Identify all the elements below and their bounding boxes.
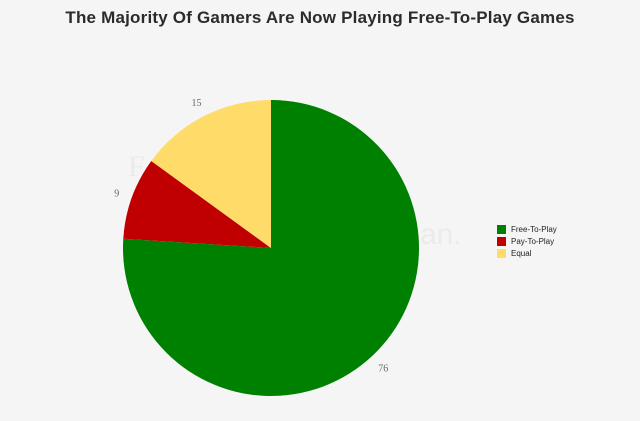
watermark-text-2: an. <box>420 218 462 251</box>
chart-title: The Majority Of Gamers Are Now Playing F… <box>65 8 575 27</box>
legend-swatch <box>497 236 506 246</box>
slice-value-label: 76 <box>378 364 388 375</box>
legend-label: Free-To-Play <box>511 224 557 234</box>
pie-value-labels: 76 9 15 <box>114 98 388 375</box>
legend-swatch <box>497 248 506 258</box>
pie-slice-pay-to-play <box>123 161 271 248</box>
legend-item: Equal <box>497 247 557 259</box>
slice-value-label: 9 <box>114 188 119 199</box>
legend-label: Equal <box>511 248 532 258</box>
legend-swatch <box>497 224 506 234</box>
legend-label: Pay-To-Play <box>511 236 555 246</box>
legend-item: Free-To-Play <box>497 223 557 235</box>
pie-slices <box>123 100 420 396</box>
pie-slice-equal <box>151 100 271 248</box>
legend: Free-To-Play Pay-To-Play Equal <box>497 223 557 259</box>
slice-value-label: 15 <box>192 98 202 109</box>
legend-item: Pay-To-Play <box>497 235 557 247</box>
